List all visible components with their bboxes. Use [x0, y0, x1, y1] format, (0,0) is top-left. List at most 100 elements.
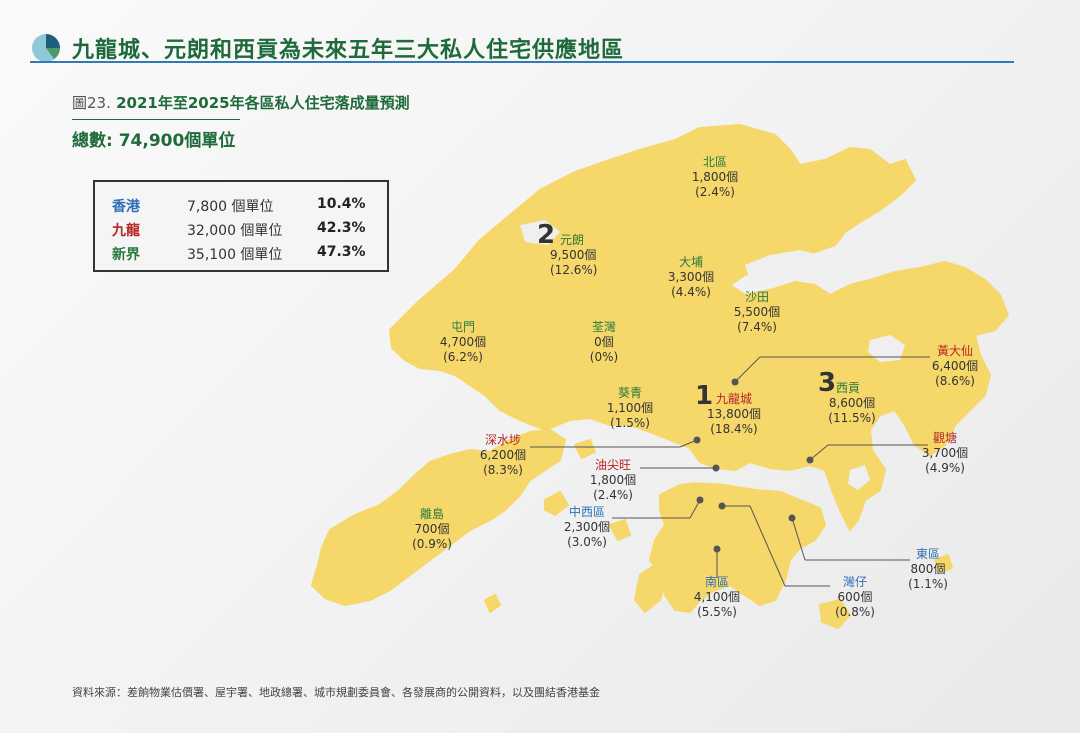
district-units: 5,500個: [733, 305, 781, 319]
header-divider: [30, 61, 1014, 63]
summary-units: 7,800 個單位: [187, 199, 274, 215]
summary-pct: 42.3%: [317, 220, 366, 236]
district-label-sha-tin: 沙田 5,500個 (7.4%): [734, 290, 780, 335]
district-name: 北區: [702, 155, 728, 169]
island-small-1: [484, 594, 501, 613]
summary-row-new-territories: 新界 35,100 個單位 47.3%: [112, 244, 372, 266]
district-pct: (2.4%): [695, 185, 735, 199]
district-name: 西貢: [835, 381, 861, 395]
figure-title-text: 2021年至2025年各區私人住宅落成量預測: [116, 94, 410, 112]
figure-total: 總數: 74,900個單位: [72, 131, 236, 151]
district-name: 黃大仙: [936, 344, 974, 358]
district-name: 油尖旺: [594, 458, 632, 472]
district-label-kowloon-city: 九龍城 13,800個 (18.4%): [707, 392, 761, 437]
district-label-eastern: 東區 800個 (1.1%): [908, 547, 948, 592]
district-label-central-western: 中西區 2,300個 (3.0%): [564, 505, 610, 550]
summary-row-kowloon: 九龍 32,000 個單位 42.3%: [112, 220, 372, 242]
summary-units: 35,100 個單位: [187, 247, 283, 263]
district-name: 南區: [704, 575, 730, 589]
district-name: 深水埗: [484, 433, 522, 447]
district-units: 700個: [414, 522, 450, 536]
junk-bay: [848, 465, 870, 490]
district-units: 4,100個: [693, 590, 741, 604]
summary-region: 新界: [112, 247, 140, 263]
figure-number: 圖23.: [72, 94, 111, 112]
rank-number-yuen-long: 2: [537, 220, 556, 250]
district-label-southern: 南區 4,100個 (5.5%): [694, 575, 740, 620]
district-label-kwun-tong: 觀塘 3,700個 (4.9%): [922, 431, 968, 476]
district-pct: (5.5%): [697, 605, 737, 619]
district-pct: (0.8%): [835, 605, 875, 619]
district-name: 離島: [419, 507, 445, 521]
district-units: 600個: [837, 590, 873, 604]
district-label-yuen-long: 元朗 9,500個 (12.6%): [550, 233, 597, 278]
district-label-kwai-tsing: 葵青 1,100個 (1.5%): [607, 386, 653, 431]
district-pct: (12.6%): [550, 263, 598, 277]
marker-wong-tai-sin: [731, 378, 739, 386]
summary-units: 32,000 個單位: [187, 223, 283, 239]
marker-kwun-tong: [806, 456, 814, 464]
marker-southern: [713, 545, 721, 553]
district-label-yau-tsim-mong: 油尖旺 1,800個 (2.4%): [590, 458, 636, 503]
island-east: [819, 599, 851, 629]
island-small-3: [609, 519, 631, 541]
district-label-sham-shui-po: 深水埗 6,200個 (8.3%): [480, 433, 526, 478]
district-name: 荃灣: [591, 320, 616, 334]
district-units: 6,200個: [479, 448, 527, 462]
island-east-2: [934, 554, 953, 573]
district-units: 8,600個: [828, 396, 876, 410]
district-label-islands: 離島 700個 (0.9%): [412, 507, 452, 552]
district-pct: (1.5%): [610, 416, 650, 430]
marker-eastern: [788, 514, 796, 522]
summary-pct: 47.3%: [317, 244, 366, 260]
leader-eastern: [791, 517, 806, 561]
port-shelter: [868, 335, 905, 362]
deep-bay: [520, 220, 560, 245]
district-label-tai-po: 大埔 3,300個 (4.4%): [668, 255, 714, 300]
summary-region: 香港: [112, 199, 140, 215]
district-pct: (3.0%): [567, 535, 607, 549]
leader-wong-tai-sin: [734, 356, 761, 383]
district-units: 6,400個: [931, 359, 979, 373]
district-pct: (2.4%): [593, 488, 633, 502]
marker-wan-chai: [718, 502, 726, 510]
district-label-north: 北區 1,800個 (2.4%): [692, 155, 738, 200]
victoria-harbour: [640, 468, 805, 492]
district-units: 13,800個: [707, 407, 761, 421]
district-units: 3,700個: [921, 446, 969, 460]
marker-kowloon-city: [693, 436, 701, 444]
island-peng-chau: [574, 439, 596, 459]
lantau-island: [311, 429, 566, 606]
rank-number-kowloon-city: 1: [695, 381, 714, 411]
hong-kong-island: [649, 481, 826, 613]
district-units: 9,500個: [550, 248, 597, 262]
district-label-tsuen-wan: 荃灣 0個 (0%): [590, 320, 618, 365]
marker-central-western: [696, 496, 704, 504]
district-name: 東區: [915, 547, 941, 561]
summary-region: 九龍: [112, 223, 140, 239]
leader-kwun-tong: [809, 444, 829, 461]
page-title: 九龍城、元朗和西貢為未來五年三大私人住宅供應地區: [72, 38, 625, 63]
district-name: 灣仔: [842, 575, 868, 589]
district-units: 800個: [910, 562, 946, 576]
district-name: 元朗: [560, 233, 585, 247]
district-units: 2,300個: [563, 520, 611, 534]
page-header: 九龍城、元朗和西貢為未來五年三大私人住宅供應地區: [30, 30, 1020, 70]
figure-title: 圖23. 2021年至2025年各區私人住宅落成量預測: [72, 92, 410, 113]
district-pct: (8.3%): [483, 463, 523, 477]
district-units: 1,100個: [606, 401, 654, 415]
summary-table: 香港 7,800 個單位 10.4% 九龍 32,000 個單位 42.3% 新…: [93, 180, 389, 272]
district-pct: (11.5%): [828, 411, 876, 425]
tolo-harbour: [745, 250, 820, 282]
district-name: 中西區: [568, 505, 606, 519]
district-units: 1,800個: [589, 473, 637, 487]
district-pct: (0.9%): [412, 537, 452, 551]
district-name: 屯門: [450, 320, 476, 334]
district-pct: (6.2%): [443, 350, 483, 364]
district-name: 沙田: [744, 290, 770, 304]
district-label-sai-kung: 西貢 8,600個 (11.5%): [828, 381, 875, 426]
summary-pct: 10.4%: [317, 196, 366, 212]
district-name: 葵青: [617, 386, 643, 400]
island-sai-kung: [914, 389, 936, 413]
